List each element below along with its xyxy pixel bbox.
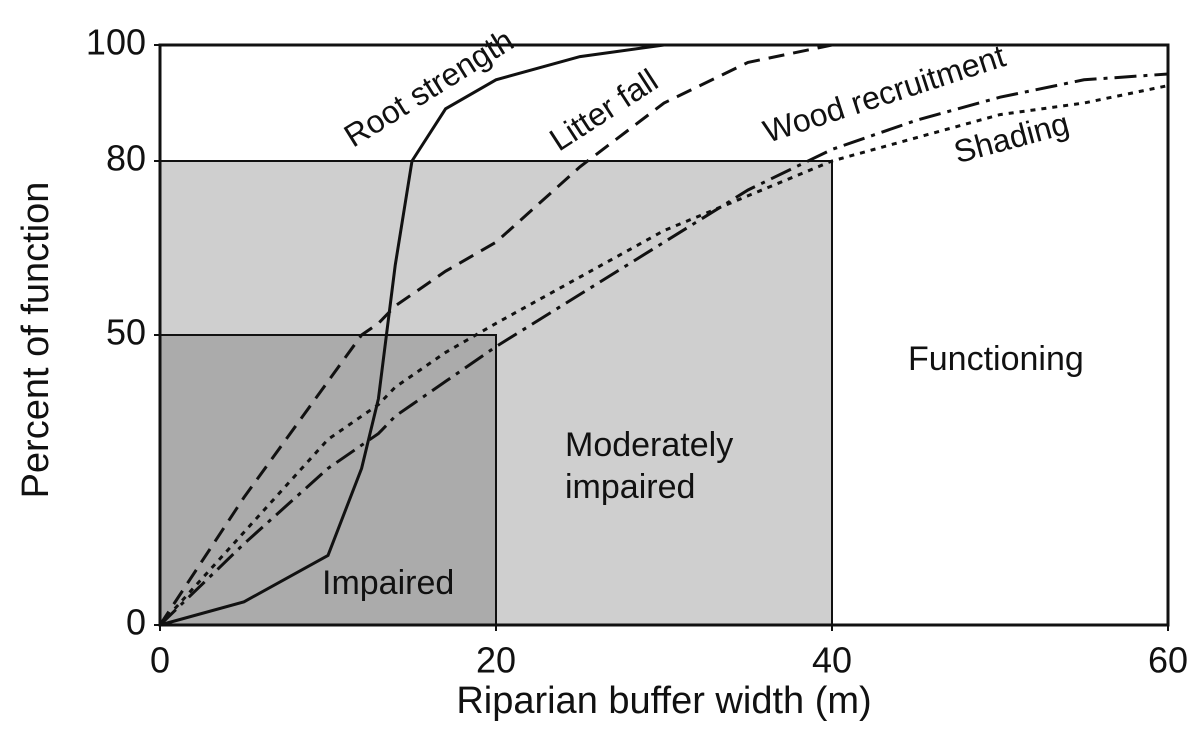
y-tick-label: 80	[106, 138, 146, 179]
region-label: Impaired	[322, 564, 455, 602]
x-axis-label: Riparian buffer width (m)	[456, 680, 871, 722]
y-tick-label: 50	[106, 312, 146, 353]
y-tick-label: 100	[86, 22, 146, 63]
region	[159, 334, 497, 626]
region-label: Moderately impaired	[565, 426, 734, 506]
y-axis-label: Percent of function	[15, 182, 57, 499]
series-line	[158, 84, 1169, 627]
x-tick-label: 0	[150, 640, 170, 681]
y-tick-label: 0	[126, 602, 146, 643]
x-tick-label: 20	[476, 640, 516, 681]
series-line	[158, 43, 1168, 626]
x-tick-label: 60	[1148, 640, 1188, 681]
x-tick-label: 40	[812, 640, 852, 681]
series-line	[158, 72, 1169, 627]
region-label: Functioning	[908, 340, 1084, 378]
